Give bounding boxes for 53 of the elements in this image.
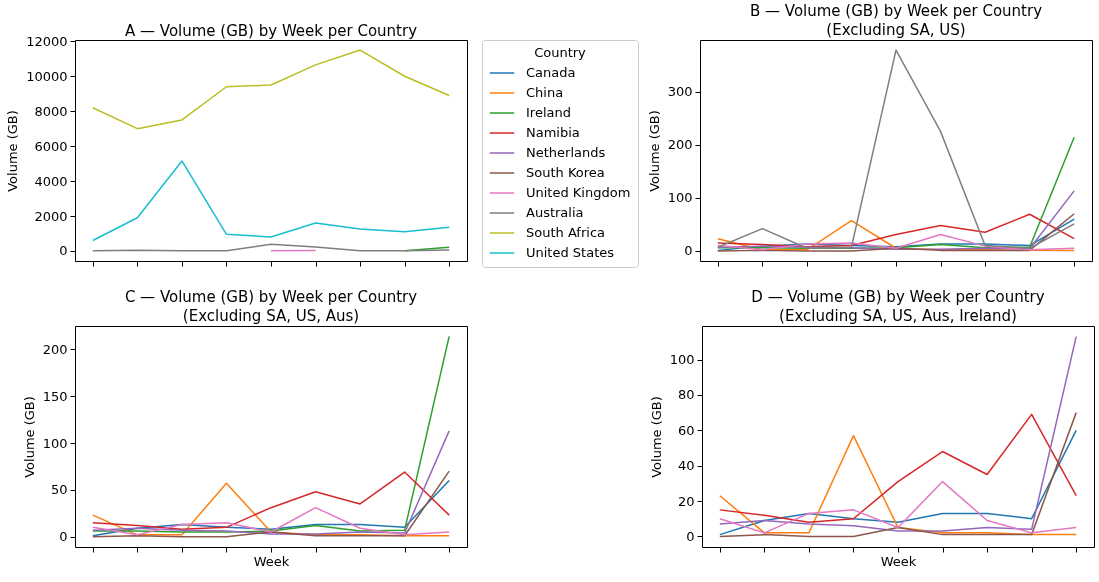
y-tick-label: 8000 [34, 103, 68, 119]
chart-title: D — Volume (GB) by Week per Country (Excluding SA, US, Aus, Ireland) [751, 287, 1045, 325]
line-series [717, 49, 1075, 249]
y-axis-title: Volume (GB) [648, 396, 664, 478]
y-tick-label: 2000 [34, 208, 68, 224]
y-tick-label: 100 [669, 352, 695, 368]
y-tick-label: 40 [677, 458, 695, 474]
x-axis-title: Week [253, 554, 290, 569]
y-tick-label: 200 [667, 137, 693, 153]
y-tick-label: 200 [42, 341, 68, 357]
y-tick-label: 0 [59, 243, 68, 259]
legend-label: Canada [526, 65, 576, 80]
y-tick-label: 20 [677, 493, 695, 509]
y-tick-label: 12000 [26, 33, 68, 49]
line-series [719, 335, 1077, 532]
line-series [92, 243, 450, 252]
legend-label: Australia [526, 205, 584, 220]
legend-label: Netherlands [526, 145, 606, 160]
legend-label: South Korea [526, 165, 605, 180]
y-axis-title: Volume (GB) [5, 110, 21, 192]
y-tick-label: 50 [50, 482, 68, 498]
y-tick-label: 100 [667, 190, 693, 206]
x-axis-title: Week [880, 554, 917, 569]
legend-label: Ireland [526, 105, 571, 120]
line-series [717, 233, 1075, 251]
y-tick-label: 60 [677, 422, 695, 438]
y-tick-label: 0 [686, 528, 695, 544]
chart-title: A — Volume (GB) by Week per Country [124, 22, 418, 40]
chart-title: C — Volume (GB) by Week per Country (Excluding SA, US, Aus) [124, 287, 418, 325]
y-tick-label: 0 [59, 529, 68, 545]
line-series [92, 49, 450, 130]
line-series [92, 430, 450, 535]
legend-label: United States [526, 245, 615, 260]
y-tick-label: 0 [684, 243, 693, 259]
y-tick-label: 300 [667, 84, 693, 100]
y-tick-label: 150 [42, 388, 68, 404]
legend-label: South Africa [526, 225, 605, 240]
y-axis-title: Volume (GB) [646, 110, 662, 192]
line-series [719, 480, 1077, 534]
line-series [92, 335, 450, 533]
y-tick-label: 80 [677, 387, 695, 403]
legend-label: China [526, 85, 564, 100]
y-tick-label: 100 [42, 435, 68, 451]
chart-title: B — Volume (GB) by Week per Country (Excluding SA, US) [749, 1, 1043, 39]
y-axis-title: Volume (GB) [21, 396, 37, 478]
y-tick-label: 6000 [34, 138, 68, 154]
line-series [92, 160, 450, 242]
legend-label: United Kingdom [526, 185, 631, 200]
line-series [92, 506, 450, 536]
y-tick-label: 10000 [26, 68, 68, 84]
legend-title: Country [534, 45, 587, 60]
y-tick-label: 4000 [34, 173, 68, 189]
legend-label: Namibia [526, 125, 580, 140]
